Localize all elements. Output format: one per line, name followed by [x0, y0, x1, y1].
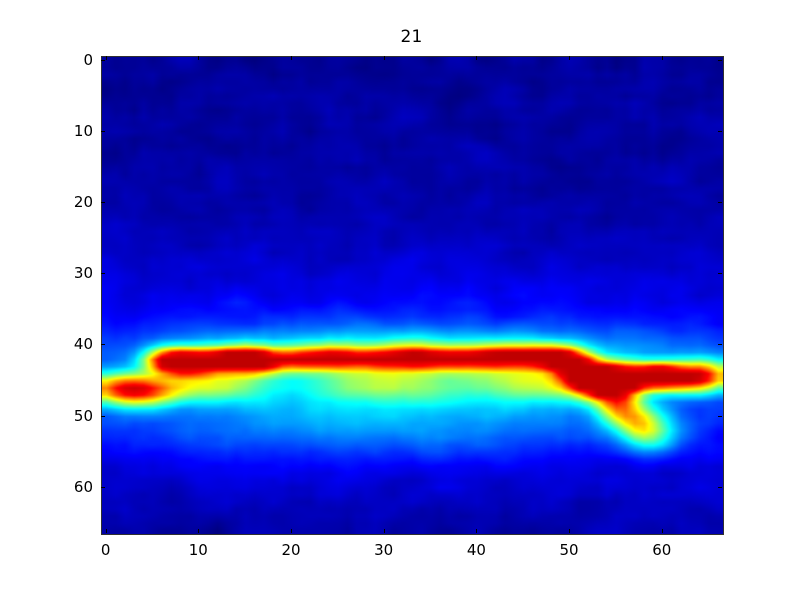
x-tick-mark	[105, 529, 107, 533]
x-tick-label: 30	[374, 541, 394, 559]
heatmap-image	[102, 57, 723, 534]
y-tick-mark	[718, 415, 722, 417]
y-tick-label: 60	[73, 477, 93, 496]
x-tick-label: 40	[466, 541, 486, 559]
y-tick-label: 30	[73, 264, 93, 283]
x-tick-mark	[291, 529, 292, 533]
y-tick-label: 50	[73, 406, 93, 425]
y-tick-mark	[101, 344, 105, 346]
x-tick-label: 50	[559, 541, 579, 559]
y-tick-mark	[101, 415, 105, 417]
x-tick-mark	[198, 529, 200, 533]
x-tick-mark	[569, 56, 571, 60]
x-tick-label: 0	[100, 541, 111, 559]
y-tick-mark	[101, 59, 105, 61]
y-tick-mark	[718, 201, 722, 203]
y-tick-mark	[101, 130, 105, 132]
x-tick-mark	[569, 529, 571, 533]
x-tick-label: 60	[652, 541, 672, 559]
y-tick-mark	[718, 344, 722, 346]
y-tick-label: 20	[73, 192, 93, 211]
y-tick-mark	[718, 130, 722, 132]
x-tick-label: 10	[188, 541, 208, 559]
x-tick-label: 20	[281, 541, 301, 559]
y-tick-mark	[101, 486, 105, 488]
x-tick-mark	[661, 56, 663, 60]
x-tick-mark	[476, 529, 478, 533]
heatmap-axes	[101, 56, 724, 535]
y-tick-label: 0	[83, 50, 93, 69]
x-tick-mark	[383, 56, 385, 60]
y-tick-mark	[101, 273, 105, 275]
y-tick-mark	[718, 486, 722, 488]
x-tick-mark	[661, 529, 663, 533]
x-tick-mark	[105, 56, 107, 60]
y-tick-mark	[101, 201, 105, 203]
y-tick-label: 10	[73, 121, 93, 140]
y-tick-mark	[718, 273, 722, 275]
x-tick-mark	[198, 56, 200, 60]
x-tick-mark	[383, 529, 385, 533]
y-tick-label: 40	[73, 335, 93, 354]
y-tick-mark	[718, 59, 722, 61]
page-title: 21	[400, 27, 423, 47]
x-tick-mark	[291, 56, 292, 60]
x-tick-mark	[476, 56, 478, 60]
